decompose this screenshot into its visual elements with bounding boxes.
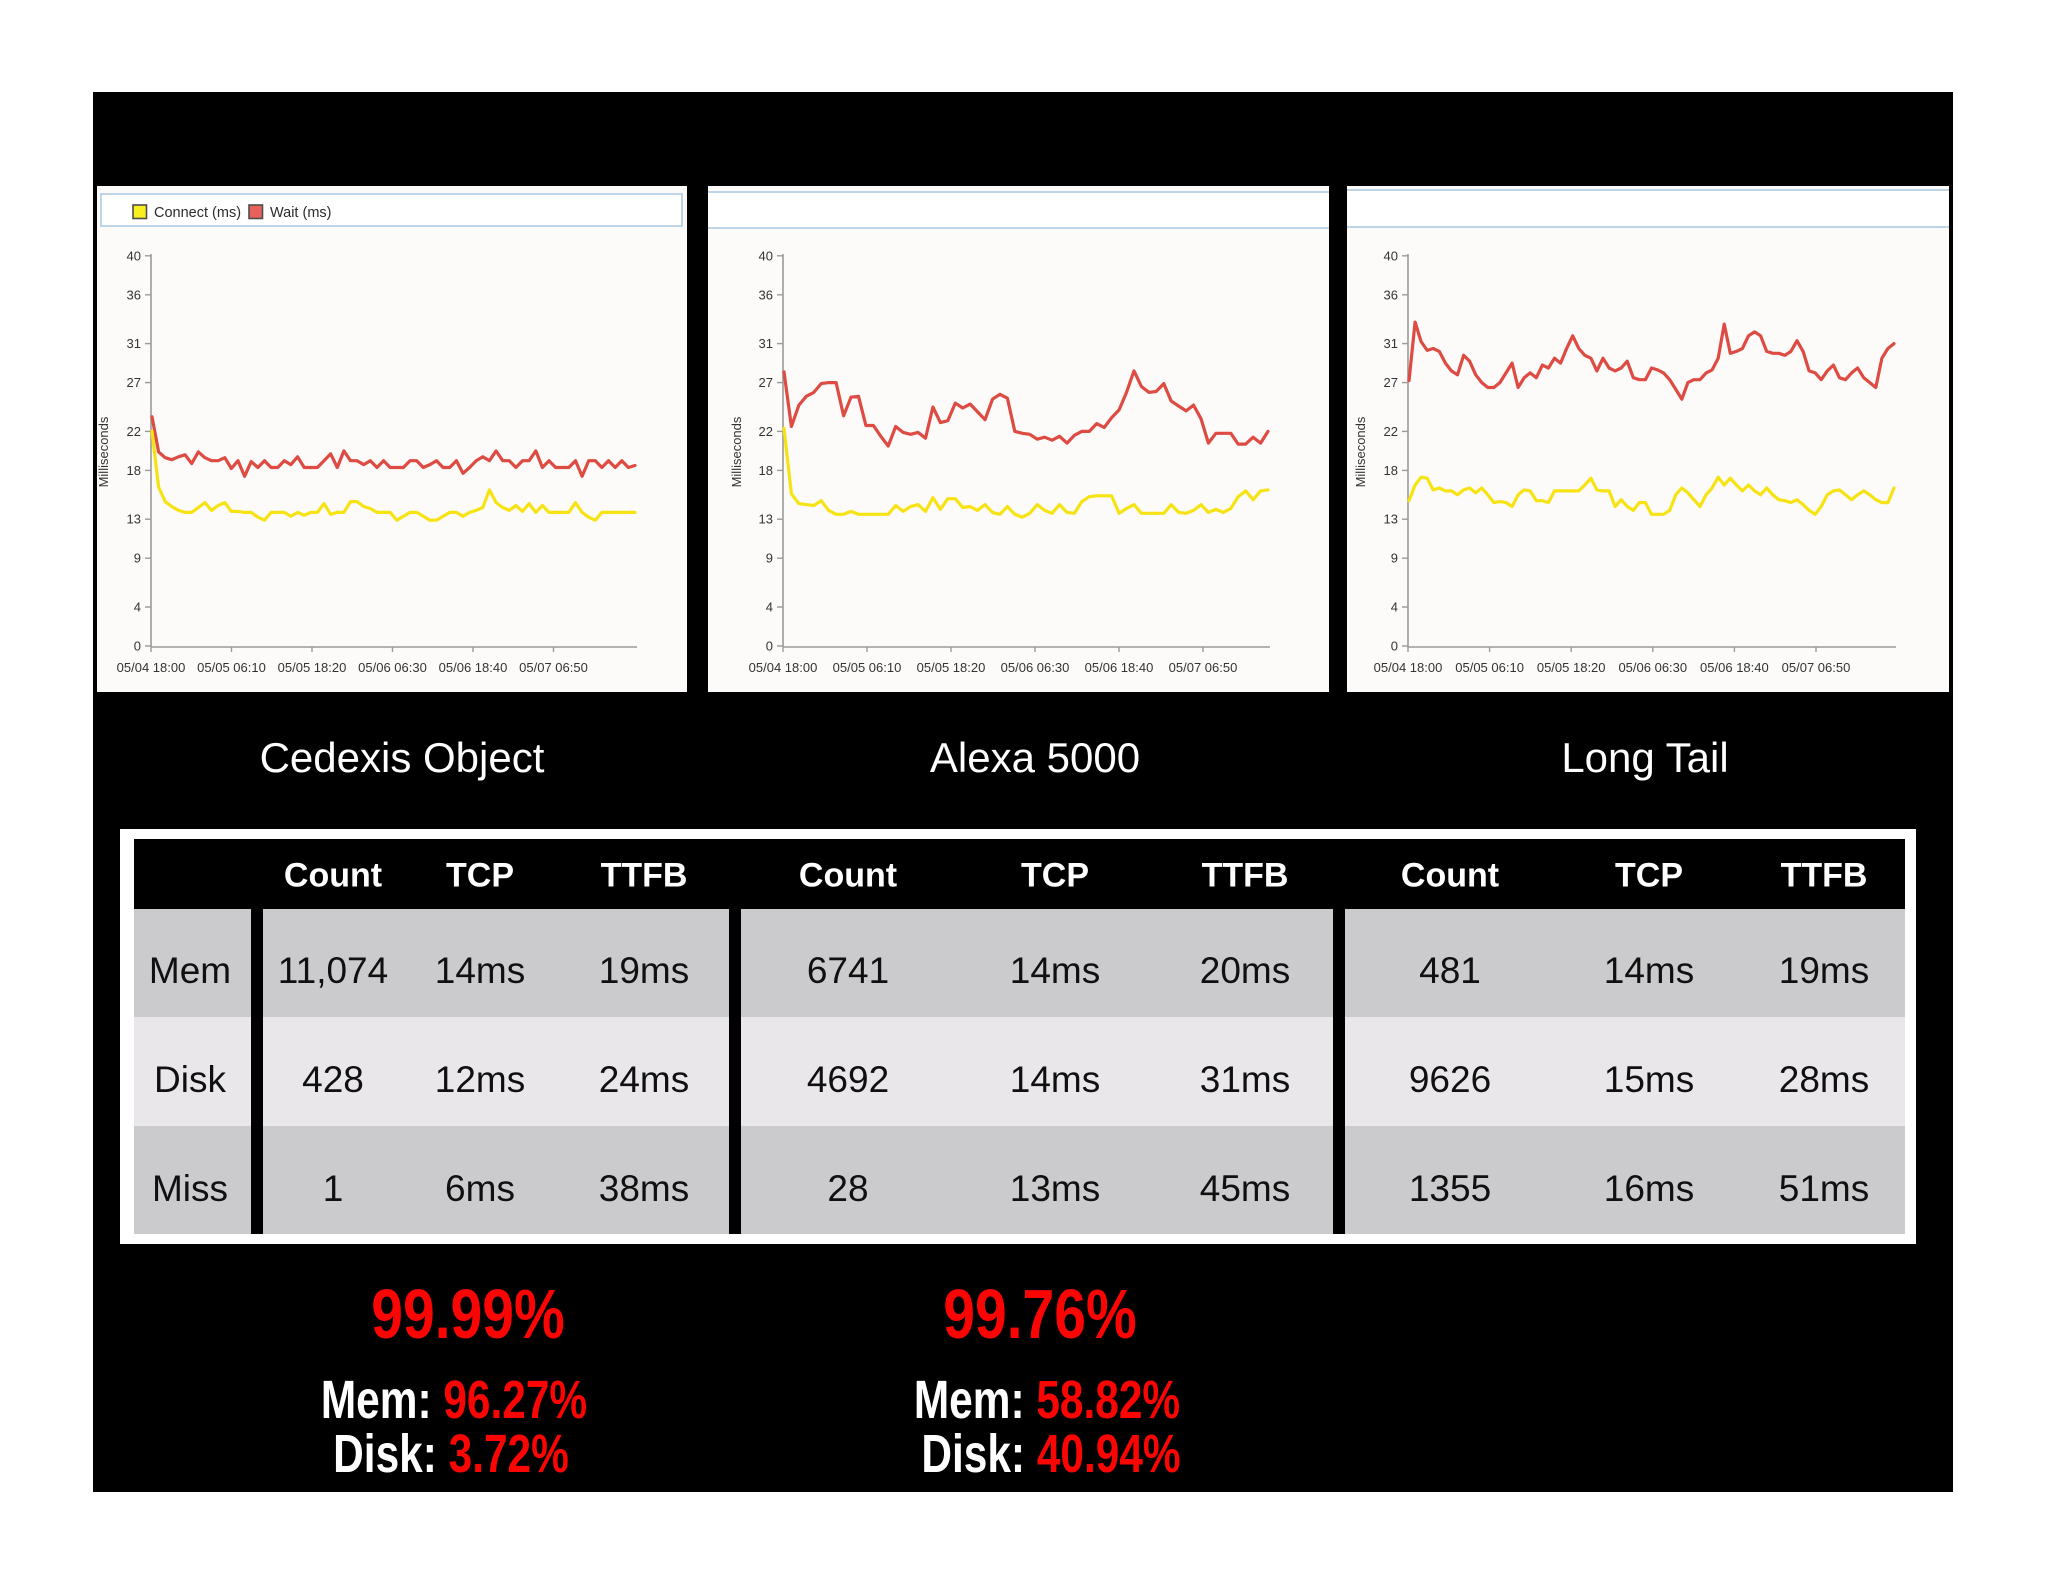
svg-text:18: 18 <box>759 463 773 478</box>
svg-text:36: 36 <box>759 287 773 302</box>
svg-text:40: 40 <box>127 248 141 263</box>
svg-text:27: 27 <box>127 375 141 390</box>
svg-text:05/05 06:10: 05/05 06:10 <box>1455 660 1524 675</box>
svg-text:31: 31 <box>1384 336 1398 351</box>
svg-text:0: 0 <box>1391 639 1398 654</box>
svg-text:4: 4 <box>1391 600 1398 615</box>
svg-text:36: 36 <box>127 287 141 302</box>
svg-text:05/05 06:10: 05/05 06:10 <box>197 660 266 675</box>
svg-text:Milliseconds: Milliseconds <box>97 416 111 487</box>
svg-text:4: 4 <box>766 600 773 615</box>
svg-text:05/06 06:30: 05/06 06:30 <box>1001 660 1070 675</box>
svg-text:18: 18 <box>127 463 141 478</box>
svg-text:22: 22 <box>127 424 141 439</box>
svg-text:05/07 06:50: 05/07 06:50 <box>1782 660 1851 675</box>
svg-text:27: 27 <box>1384 375 1398 390</box>
svg-text:Connect (ms): Connect (ms) <box>154 205 241 221</box>
svg-text:05/06 18:40: 05/06 18:40 <box>439 660 508 675</box>
svg-text:0: 0 <box>134 639 141 654</box>
svg-text:05/04 18:00: 05/04 18:00 <box>749 660 818 675</box>
svg-text:4: 4 <box>134 600 141 615</box>
svg-text:05/04 18:00: 05/04 18:00 <box>117 660 186 675</box>
svg-text:05/05 18:20: 05/05 18:20 <box>917 660 986 675</box>
svg-text:18: 18 <box>1384 463 1398 478</box>
svg-text:05/05 18:20: 05/05 18:20 <box>278 660 347 675</box>
svg-text:22: 22 <box>759 424 773 439</box>
svg-text:27: 27 <box>759 375 773 390</box>
svg-text:31: 31 <box>759 336 773 351</box>
svg-text:9: 9 <box>134 551 141 566</box>
svg-text:9: 9 <box>1391 551 1398 566</box>
svg-text:05/07 06:50: 05/07 06:50 <box>519 660 588 675</box>
svg-text:05/06 06:30: 05/06 06:30 <box>1618 660 1687 675</box>
svg-text:13: 13 <box>759 512 773 527</box>
svg-text:05/06 06:30: 05/06 06:30 <box>358 660 427 675</box>
svg-text:05/04 18:00: 05/04 18:00 <box>1374 660 1443 675</box>
svg-text:13: 13 <box>1384 512 1398 527</box>
svg-text:40: 40 <box>1384 248 1398 263</box>
svg-text:05/06 18:40: 05/06 18:40 <box>1700 660 1769 675</box>
svg-text:9: 9 <box>766 551 773 566</box>
svg-text:36: 36 <box>1384 287 1398 302</box>
svg-text:05/05 18:20: 05/05 18:20 <box>1537 660 1606 675</box>
svg-text:Milliseconds: Milliseconds <box>729 416 744 487</box>
svg-text:05/05 06:10: 05/05 06:10 <box>833 660 902 675</box>
svg-text:0: 0 <box>766 639 773 654</box>
svg-text:05/07 06:50: 05/07 06:50 <box>1169 660 1238 675</box>
svg-text:Milliseconds: Milliseconds <box>1353 416 1368 487</box>
svg-text:Wait (ms): Wait (ms) <box>270 205 331 221</box>
svg-text:05/06 18:40: 05/06 18:40 <box>1085 660 1154 675</box>
svg-text:31: 31 <box>127 336 141 351</box>
svg-text:22: 22 <box>1384 424 1398 439</box>
svg-text:13: 13 <box>127 512 141 527</box>
svg-text:40: 40 <box>759 248 773 263</box>
